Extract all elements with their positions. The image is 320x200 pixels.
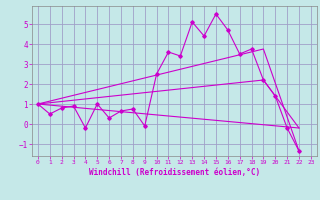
X-axis label: Windchill (Refroidissement éolien,°C): Windchill (Refroidissement éolien,°C) (89, 168, 260, 177)
